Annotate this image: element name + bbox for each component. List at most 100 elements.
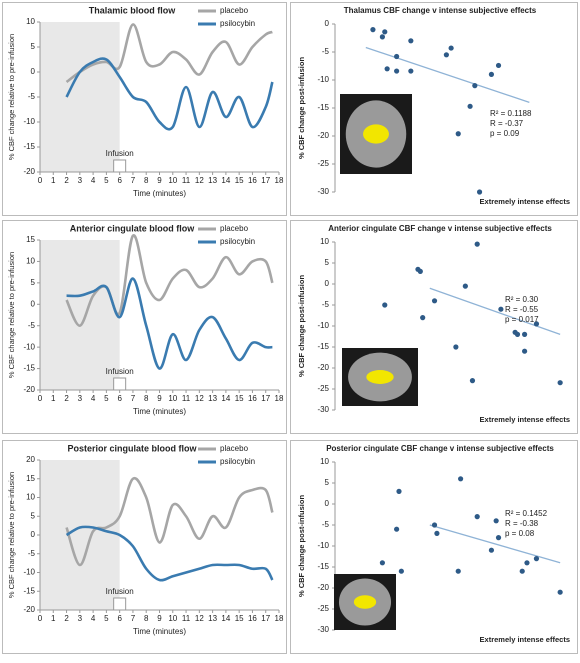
trend-line: [365, 46, 530, 104]
point: [488, 547, 495, 553]
y-tick-label: 10: [26, 493, 35, 502]
x-tick-label: 10: [168, 394, 177, 403]
y-tick-label: -25: [317, 604, 329, 613]
point: [522, 348, 528, 354]
brain-image-highlight: [353, 595, 377, 609]
x-tick-label: 7: [131, 394, 136, 403]
point: [472, 83, 478, 89]
y-tick-label: -20: [23, 167, 35, 176]
x-tick-label: 2: [64, 614, 69, 623]
x-tick-label: 8: [144, 614, 149, 623]
x-tick-label: 14: [221, 176, 230, 185]
y-axis-label: % CBF change post-infusion: [297, 57, 306, 160]
x-tick-label: 18: [275, 394, 284, 403]
y-tick-label: -15: [23, 364, 35, 373]
y-tick-label: 10: [26, 257, 35, 266]
y-tick-label: 0: [325, 19, 330, 28]
point: [522, 331, 528, 337]
chart-title: Thalamic blood flow: [89, 5, 177, 15]
stat-label: R² = 0.30: [505, 295, 539, 304]
y-tick-label: -15: [23, 586, 35, 595]
y-tick-label: -10: [317, 75, 329, 84]
y-tick-label: -5: [28, 321, 36, 330]
y-tick-label: 5: [325, 258, 330, 267]
point: [455, 568, 461, 574]
y-tick-label: -10: [317, 541, 329, 550]
y-tick-label: -25: [317, 159, 329, 168]
y-tick-label: 0: [325, 279, 330, 288]
y-tick-label: 0: [31, 530, 36, 539]
x-tick-label: 11: [182, 176, 191, 185]
point: [431, 298, 438, 304]
y-tick-label: 5: [31, 511, 36, 520]
legend-label: psilocybin: [220, 237, 255, 246]
point: [476, 189, 483, 195]
x-tick-label: 13: [208, 394, 217, 403]
x-tick-label: 13: [208, 614, 217, 623]
point: [498, 306, 504, 312]
x-axis-label: Time (minutes): [133, 627, 186, 636]
y-tick-label: -20: [317, 583, 329, 592]
x-tick-label: 11: [182, 614, 191, 623]
x-tick-label: 4: [91, 176, 96, 185]
legend-label: placebo: [220, 224, 249, 233]
legend-label: placebo: [220, 444, 249, 453]
infusion-marker: [113, 377, 127, 391]
y-tick-label: -10: [23, 117, 35, 126]
point: [519, 568, 525, 574]
point: [455, 131, 461, 137]
x-tick-label: 1: [51, 394, 56, 403]
stat-label: R = -0.38: [505, 519, 539, 528]
x-tick-label: 1: [51, 614, 56, 623]
point: [408, 38, 414, 44]
point: [417, 268, 423, 274]
point: [533, 321, 540, 327]
y-axis-label: % CBF change relative to pre-infusion: [7, 34, 16, 160]
point: [396, 488, 402, 494]
x-tick-label: 2: [64, 394, 69, 403]
y-tick-label: -15: [317, 103, 329, 112]
stat-label: p = 0.08: [505, 529, 535, 538]
x-tick-label: 15: [235, 614, 244, 623]
y-tick-label: 0: [31, 67, 36, 76]
y-tick-label: -5: [322, 300, 330, 309]
point: [467, 103, 473, 109]
panel-border: [290, 440, 578, 654]
y-tick-label: 0: [325, 499, 330, 508]
x-axis-label: Extremely intense effects: [480, 415, 570, 424]
x-tick-label: 16: [248, 394, 257, 403]
legend-label: psilocybin: [220, 19, 255, 28]
y-tick-label: -20: [23, 605, 35, 614]
x-axis-label: Extremely intense effects: [480, 197, 570, 206]
series-line: [66, 277, 273, 370]
point: [394, 53, 400, 60]
annotation: Infusion: [106, 587, 134, 596]
point: [488, 71, 495, 77]
infusion-marker: [113, 597, 127, 611]
x-tick-label: 18: [275, 176, 284, 185]
point: [495, 535, 502, 541]
y-tick-label: -5: [322, 47, 330, 56]
y-tick-label: 15: [26, 474, 35, 483]
stat-label: p = 0.017: [505, 315, 539, 324]
legend-label: psilocybin: [220, 457, 255, 466]
x-tick-label: 17: [261, 614, 270, 623]
point: [474, 514, 480, 520]
point: [462, 283, 468, 289]
y-tick-label: -10: [23, 568, 35, 577]
annotation: Infusion: [106, 149, 134, 158]
stat-label: R² = 0.1188: [490, 109, 532, 118]
y-tick-label: -5: [322, 520, 330, 529]
point: [384, 66, 390, 72]
x-tick-label: 6: [117, 176, 122, 185]
y-tick-label: -15: [317, 562, 329, 571]
point: [453, 344, 459, 350]
y-tick-label: 10: [26, 17, 35, 26]
panel: 10 5 0 -5 -10 -15 -20 -25 -30 R² = 0.30R = -0.55p…: [290, 220, 578, 434]
y-tick-label: -20: [317, 363, 329, 372]
panel-border: [2, 2, 287, 216]
y-axis-label: % CBF change post-infusion: [297, 495, 306, 598]
y-tick-label: 20: [26, 455, 35, 464]
panel-border: [290, 220, 578, 434]
panel-border: [290, 2, 578, 216]
